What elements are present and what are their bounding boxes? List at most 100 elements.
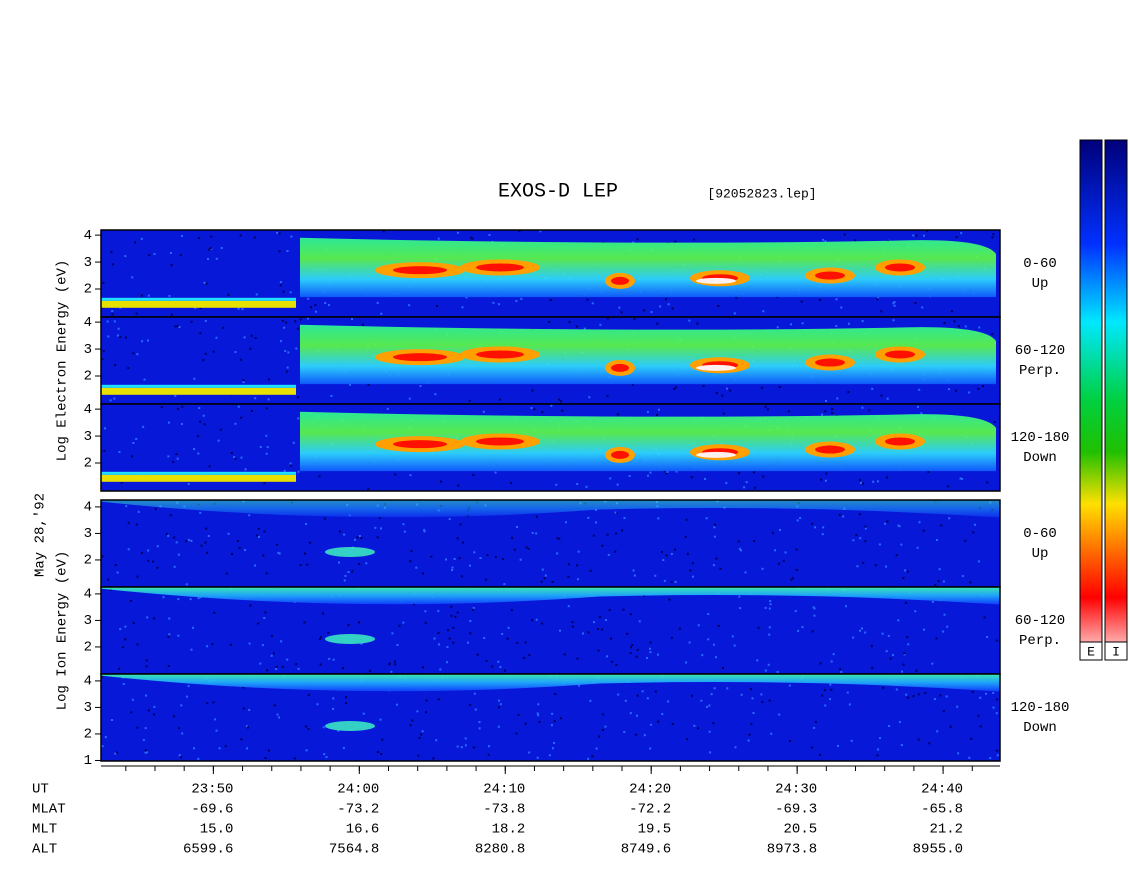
- noise: [709, 751, 712, 754]
- noise: [876, 298, 879, 301]
- noise: [248, 708, 251, 711]
- intensity-core: [815, 358, 845, 367]
- noise: [955, 236, 958, 239]
- noise: [937, 580, 940, 583]
- noise: [977, 387, 980, 390]
- noise: [270, 634, 273, 637]
- noise: [561, 409, 564, 412]
- noise: [254, 337, 257, 340]
- noise: [209, 247, 212, 250]
- noise: [922, 234, 925, 237]
- noise: [678, 627, 681, 630]
- noise: [193, 448, 196, 451]
- noise: [549, 299, 552, 302]
- noise: [623, 730, 626, 733]
- noise: [125, 505, 128, 508]
- y-axis-label: Log Electron Energy (eV): [55, 260, 71, 462]
- noise: [788, 684, 791, 687]
- noise: [382, 230, 385, 233]
- noise: [606, 655, 609, 658]
- noise: [438, 643, 441, 646]
- noise: [630, 646, 633, 649]
- noise: [131, 276, 134, 279]
- noise: [240, 358, 243, 361]
- noise: [162, 596, 165, 599]
- noise: [211, 643, 214, 646]
- noise: [423, 530, 426, 533]
- noise: [876, 754, 879, 757]
- noise: [102, 281, 105, 284]
- noise: [437, 631, 440, 634]
- noise: [137, 510, 140, 513]
- noise: [124, 255, 127, 258]
- noise: [770, 732, 773, 735]
- noise: [578, 684, 581, 687]
- noise: [946, 625, 949, 628]
- noise: [979, 696, 982, 699]
- noise: [388, 662, 391, 665]
- noise: [453, 557, 456, 560]
- intensity-core: [476, 350, 524, 359]
- noise: [531, 531, 534, 534]
- intensity-peak: [696, 277, 736, 284]
- y-tick-label: 1: [84, 753, 92, 769]
- noise: [332, 658, 335, 661]
- noise: [818, 298, 821, 301]
- noise: [768, 699, 771, 702]
- noise: [864, 540, 867, 543]
- noise: [141, 551, 144, 554]
- noise: [285, 370, 288, 373]
- noise: [530, 407, 533, 410]
- noise: [119, 628, 122, 631]
- noise: [476, 653, 479, 656]
- noise: [131, 455, 134, 458]
- noise: [604, 725, 607, 728]
- noise: [408, 397, 411, 400]
- noise: [439, 668, 442, 671]
- noise: [862, 482, 865, 485]
- noise: [712, 643, 715, 646]
- row-value: 8973.8: [767, 842, 817, 858]
- noise: [950, 310, 953, 313]
- noise: [906, 570, 909, 573]
- noise: [391, 632, 394, 635]
- noise: [700, 699, 703, 702]
- noise: [623, 516, 626, 519]
- panel-angle-label: 60-120: [1015, 613, 1065, 629]
- noise: [520, 297, 523, 300]
- noise: [795, 548, 798, 551]
- noise: [278, 232, 281, 235]
- noise: [395, 703, 398, 706]
- spectrogram-panel: [100, 403, 1001, 492]
- noise: [491, 665, 494, 668]
- noise: [510, 609, 513, 612]
- noise: [824, 479, 827, 482]
- noise: [111, 310, 114, 313]
- noise: [539, 230, 542, 233]
- noise: [752, 471, 755, 474]
- noise: [533, 408, 536, 411]
- noise: [233, 456, 236, 459]
- noise: [615, 532, 618, 535]
- noise: [764, 405, 767, 408]
- noise: [516, 641, 519, 644]
- noise: [448, 518, 451, 521]
- noise: [606, 317, 609, 320]
- noise: [376, 301, 379, 304]
- noise: [550, 724, 553, 727]
- noise: [812, 606, 815, 609]
- noise: [452, 641, 455, 644]
- noise: [156, 545, 159, 548]
- noise: [917, 738, 920, 741]
- x-tick-label: 24:20: [629, 782, 671, 798]
- noise: [633, 574, 636, 577]
- noise: [915, 234, 918, 237]
- noise: [722, 412, 725, 415]
- noise: [147, 549, 150, 552]
- noise: [472, 473, 475, 476]
- noise: [203, 281, 206, 284]
- noise: [666, 470, 669, 473]
- panel-angle-label: 120-180: [1011, 430, 1070, 446]
- noise: [801, 626, 804, 629]
- noise: [906, 696, 909, 699]
